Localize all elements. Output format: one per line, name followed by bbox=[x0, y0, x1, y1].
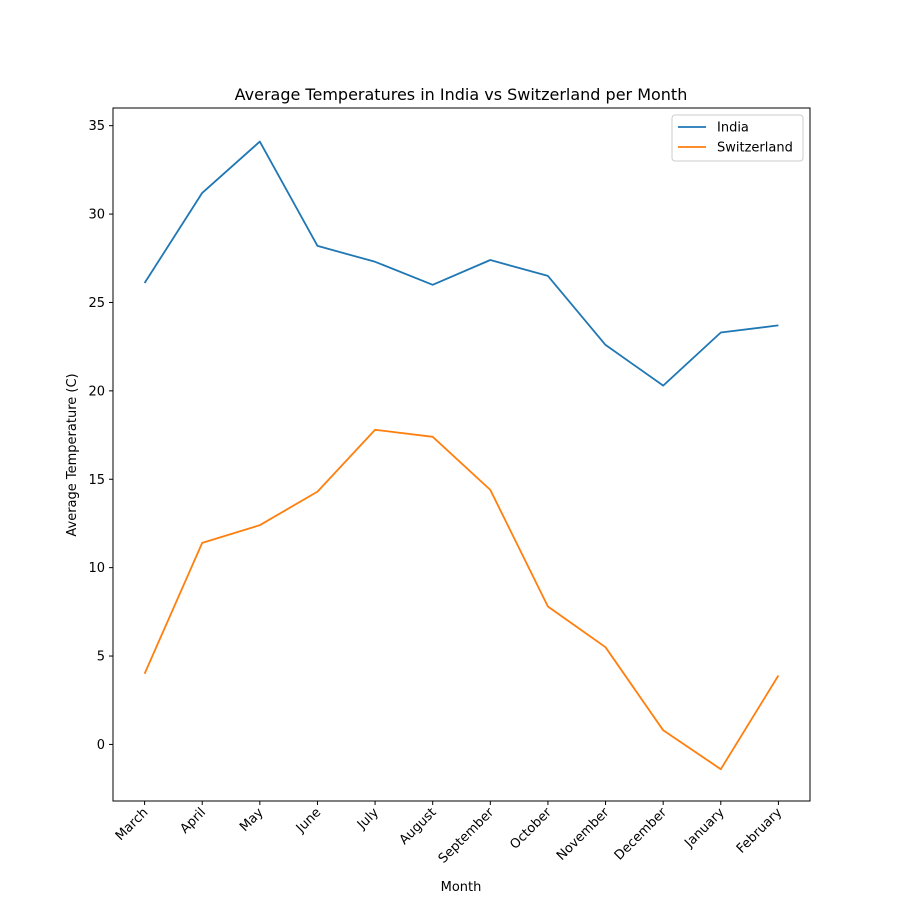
series-line-india bbox=[143, 140, 779, 387]
x-tick-label: December bbox=[612, 805, 671, 864]
y-axis-label: Average Temperature (C) bbox=[65, 373, 80, 536]
y-tick-label: 10 bbox=[88, 561, 105, 576]
x-tick-label: May bbox=[237, 805, 267, 835]
x-tick-label: June bbox=[293, 805, 324, 836]
legend: India Switzerland bbox=[671, 114, 804, 162]
y-tick-label: 5 bbox=[97, 650, 105, 665]
x-tick-label: February bbox=[734, 805, 786, 857]
y-tick-label: 35 bbox=[88, 119, 105, 134]
y-tick-label: 0 bbox=[97, 738, 105, 753]
y-tick-label: 20 bbox=[88, 384, 105, 399]
y-axis: 0 5 10 15 20 25 30 35 bbox=[88, 119, 113, 753]
series-line-switzerland bbox=[143, 428, 780, 771]
y-tick-label: 30 bbox=[88, 208, 105, 223]
x-tick-label: March bbox=[113, 805, 152, 844]
legend-label: Switzerland bbox=[717, 141, 793, 156]
plot-area-frame bbox=[112, 107, 811, 802]
x-tick-label: January bbox=[681, 805, 727, 851]
series-layer bbox=[143, 140, 780, 771]
x-tick-label: November bbox=[554, 805, 613, 864]
y-tick-label: 25 bbox=[88, 296, 105, 311]
legend-label: India bbox=[717, 121, 749, 136]
x-tick-label: April bbox=[177, 805, 209, 837]
x-tick-label: August bbox=[397, 805, 440, 848]
y-tick-label: 15 bbox=[88, 473, 105, 488]
x-tick-label: October bbox=[507, 805, 555, 853]
x-axis-label: Month bbox=[441, 880, 482, 895]
x-tick-label: July bbox=[354, 805, 382, 833]
chart-title: Average Temperatures in India vs Switzer… bbox=[235, 85, 688, 104]
x-tick-label: September bbox=[436, 805, 498, 867]
